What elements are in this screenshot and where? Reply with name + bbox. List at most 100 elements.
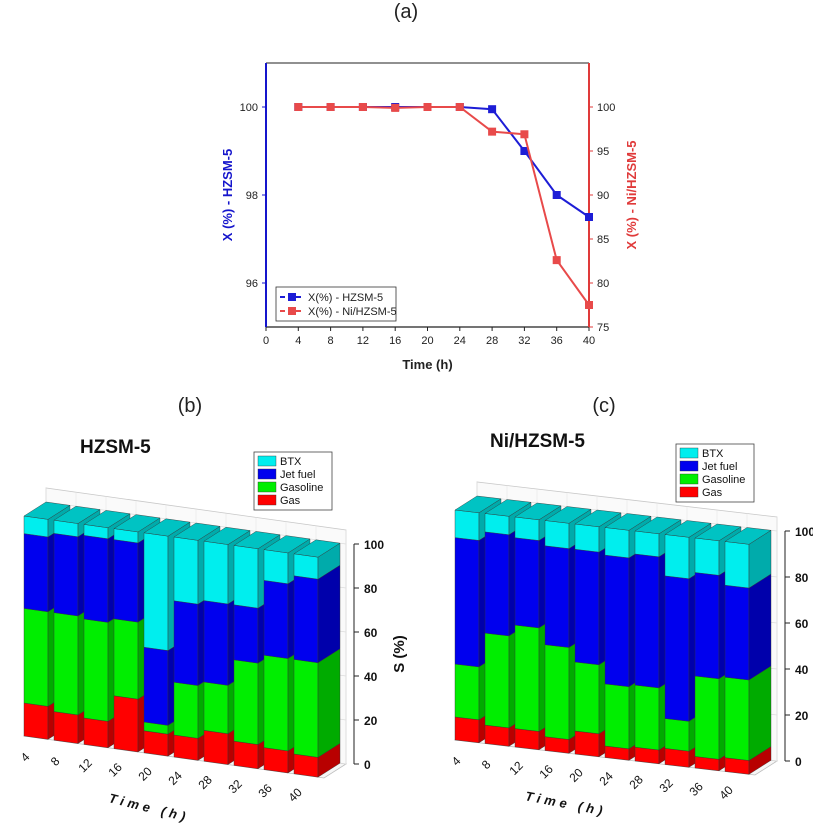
bar-segment-gas: [143, 730, 169, 757]
z-tick-label: 20: [364, 714, 378, 728]
z-tick-label: 80: [364, 582, 378, 596]
x-tick-label: 8: [48, 754, 63, 769]
bar-segment-gasoline: [113, 618, 139, 700]
x-tick-label: 24: [596, 769, 616, 789]
legend-swatch: [257, 455, 277, 467]
bar-segment-btx: [293, 553, 319, 580]
bar-side-gasoline: [317, 648, 341, 758]
bar-top-face: [203, 526, 251, 545]
bar-side-jet-fuel: [317, 564, 341, 664]
bar-segment-gasoline: [544, 644, 570, 740]
data-point: [358, 103, 367, 111]
z-tick-label: 60: [364, 626, 378, 640]
panel-label: (b): [178, 395, 202, 417]
legend-label: Jet fuel: [280, 469, 315, 481]
x-tick-label: 16: [105, 760, 125, 780]
bar-segment-jet-fuel: [203, 600, 229, 686]
bar-segment-jet-fuel: [53, 533, 79, 617]
bar-segment-gasoline: [574, 661, 600, 735]
bar-top-face: [574, 509, 622, 528]
right-y-tick-label: 100: [597, 102, 615, 114]
x-tick-label: 28: [626, 772, 646, 792]
x-tick-label: 32: [656, 776, 676, 796]
z-tick-label: 20: [795, 709, 809, 723]
bar-segment-btx: [574, 523, 600, 553]
bar-segment-gasoline: [514, 624, 540, 732]
bar-segment-btx: [143, 532, 169, 651]
bar-segment-jet-fuel: [173, 600, 199, 686]
bar-segment-jet-fuel: [544, 545, 570, 648]
x-tick-label: 32: [225, 777, 245, 797]
bar-segment-btx: [454, 509, 480, 541]
x-tick-label: 36: [551, 335, 563, 347]
z-tick-label: 0: [795, 755, 802, 769]
right-y-tick-label: 95: [597, 146, 609, 158]
bar-segment-gas: [53, 711, 79, 744]
bar-segment-btx: [263, 549, 289, 584]
bar-segment-jet-fuel: [233, 604, 259, 664]
legend-swatch: [257, 468, 277, 480]
left-y-tick-label: 96: [246, 278, 258, 290]
x-tick-label: 20: [135, 764, 155, 784]
data-point: [585, 213, 593, 221]
bar-top-face: [514, 502, 562, 521]
x-tick-label: 12: [506, 758, 526, 778]
bar-segment-gas: [263, 747, 289, 774]
x-tick-label: 28: [195, 772, 215, 792]
legend-label: X(%) - HZSM-5: [308, 292, 383, 304]
x-tick-label: 8: [479, 757, 494, 772]
bar-top-face: [83, 510, 131, 528]
bar-top-face: [263, 535, 311, 554]
x-tick-label: 20: [566, 765, 586, 785]
left-y-tick-label: 100: [240, 102, 258, 114]
series-line-1: [298, 106, 590, 306]
legend: X(%) - HZSM-5 X(%) - Ni/HZSM-5: [275, 286, 397, 322]
bar-segment-gasoline: [83, 618, 109, 722]
bar-side-gasoline: [748, 665, 772, 761]
left-y-axis-label: X (%) - HZSM-5: [220, 149, 235, 241]
bar-segment-btx: [203, 540, 229, 605]
bar-top-face: [484, 499, 532, 517]
legend-label: Gasoline: [702, 474, 745, 486]
bar-segment-gasoline: [233, 659, 259, 745]
data-point: [294, 103, 303, 111]
bar-top-face: [544, 506, 592, 524]
x-tick-label: 20: [421, 335, 433, 347]
legend-label: BTX: [702, 448, 724, 460]
z-tick-label: 40: [795, 663, 809, 677]
left-y-tick-label: 98: [246, 190, 258, 202]
x-tick-label: 32: [518, 335, 530, 347]
panel-label: (c): [592, 395, 615, 417]
z-tick-label: 80: [795, 571, 809, 585]
bar-segment-jet-fuel: [454, 537, 480, 668]
legend-box: [275, 286, 397, 322]
z-axis-label: S (%): [391, 635, 408, 673]
bar-top-face: [634, 516, 682, 535]
data-point: [326, 103, 335, 111]
bar-segment-gas: [293, 753, 319, 778]
x-tick-label: 28: [486, 335, 498, 347]
bar-segment-gas: [113, 695, 139, 753]
legend-marker: [288, 307, 296, 315]
bar-segment-gasoline: [664, 718, 690, 752]
bar-segment-jet-fuel: [634, 553, 660, 689]
right-y-tick-label: 90: [597, 190, 609, 202]
bar-segment-gas: [574, 730, 600, 758]
legend-swatch: [679, 447, 699, 459]
legend-label: Gasoline: [280, 482, 323, 494]
bar-segment-jet-fuel: [604, 554, 630, 687]
x-tick-label: 4: [449, 754, 464, 769]
bar-segment-gasoline: [173, 681, 199, 739]
x-tick-label: 24: [454, 335, 466, 347]
bar-segment-gasoline: [53, 612, 79, 716]
bar-segment-gasoline: [23, 608, 49, 707]
z-tick-label: 60: [795, 617, 809, 631]
chart-title: HZSM-5: [80, 437, 151, 458]
x-tick-label: 8: [328, 335, 334, 347]
x-tick-label: 12: [75, 756, 95, 776]
bar-segment-jet-fuel: [514, 537, 540, 629]
bar-segment-jet-fuel: [113, 539, 139, 623]
